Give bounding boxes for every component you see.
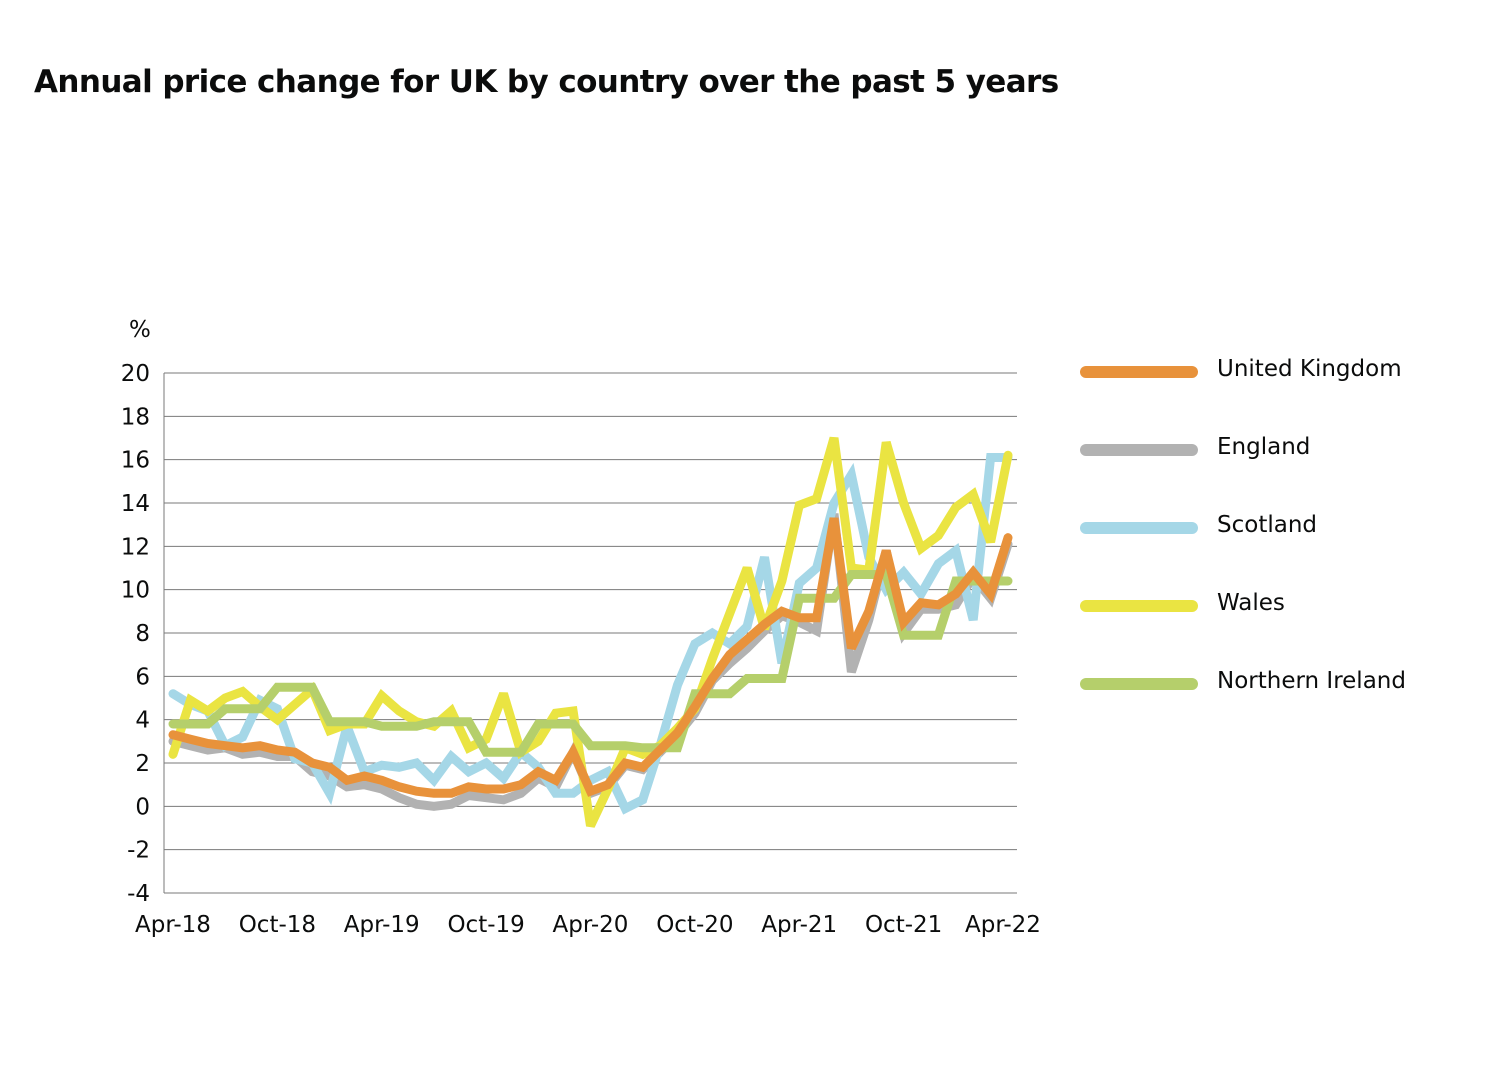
series-line-wales — [168, 436, 1013, 828]
series-line-united-kingdom — [168, 517, 1013, 798]
x-tick-label: Apr-19 — [344, 912, 420, 938]
y-tick-label: 12 — [121, 534, 150, 560]
legend-label: England — [1217, 434, 1311, 460]
legend-swatch — [1080, 600, 1198, 612]
x-tick-label: Oct-19 — [447, 912, 524, 938]
y-tick-label: 20 — [121, 361, 150, 387]
legend-label: United Kingdom — [1217, 356, 1402, 382]
y-tick-label: 0 — [135, 794, 150, 820]
x-tick-label: Oct-20 — [656, 912, 733, 938]
chart-title: Annual price change for UK by country ov… — [34, 64, 1059, 100]
y-tick-label: 4 — [135, 708, 150, 734]
y-axis-label: % — [129, 317, 151, 343]
legend-label: Scotland — [1217, 512, 1317, 538]
series-lines — [168, 436, 1013, 828]
legend-swatch — [1080, 444, 1198, 456]
y-tick-label: 6 — [135, 664, 150, 690]
tick-labels: -4 -2 0 2 4 6 8 10 12 14 16 18 20% Apr-18 Oct-18 Apr-19… — [121, 317, 1041, 938]
y-tick-label: 2 — [135, 751, 150, 777]
x-tick-label: Oct-18 — [239, 912, 316, 938]
x-tick-label: Apr-22 — [965, 912, 1041, 938]
legend-swatch — [1080, 678, 1198, 690]
x-tick-label: Apr-18 — [135, 912, 211, 938]
x-tick-label: Oct-21 — [865, 912, 942, 938]
x-tick-label: Apr-20 — [553, 912, 629, 938]
series-line-northern-ireland — [168, 570, 1013, 757]
y-tick-label: 18 — [121, 404, 150, 430]
legend-swatch — [1080, 522, 1198, 534]
x-tick-label: Apr-21 — [761, 912, 837, 938]
y-tick-label: -4 — [127, 881, 150, 907]
y-tick-label: -2 — [127, 838, 150, 864]
legend-label: Northern Ireland — [1217, 668, 1406, 694]
legend-label: Wales — [1217, 590, 1285, 616]
y-tick-label: 8 — [135, 621, 150, 647]
y-tick-label: 16 — [121, 448, 150, 474]
axes — [163, 373, 1017, 894]
legend-swatch — [1080, 366, 1198, 378]
y-tick-label: 10 — [121, 578, 150, 604]
y-tick-label: 14 — [121, 491, 150, 517]
